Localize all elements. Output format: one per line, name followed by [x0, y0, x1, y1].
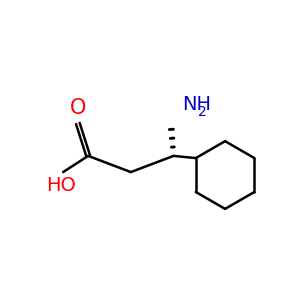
Text: 2: 2: [198, 105, 207, 119]
Text: HO: HO: [46, 176, 76, 195]
Text: O: O: [70, 98, 86, 118]
Text: NH: NH: [182, 95, 211, 114]
